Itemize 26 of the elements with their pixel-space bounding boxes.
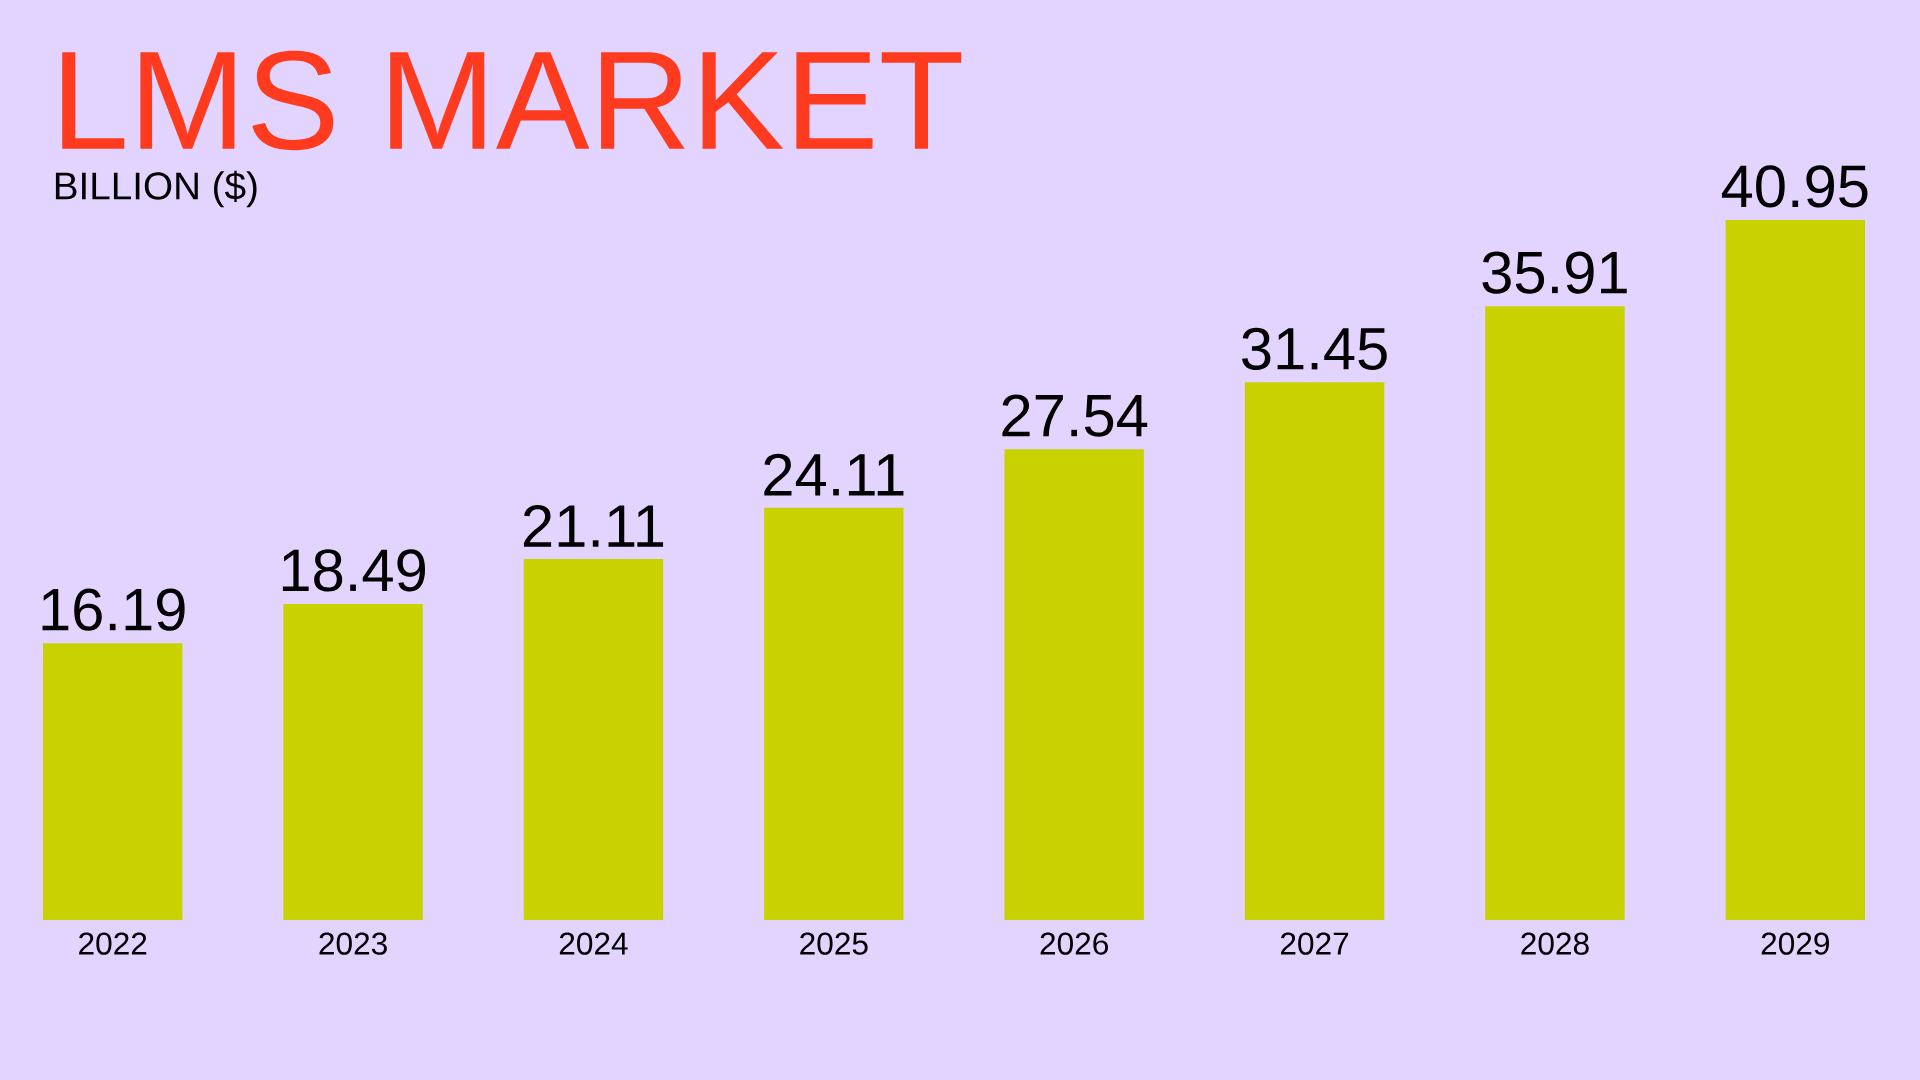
x-tick-label: 2029 <box>1761 932 1829 955</box>
chart-title: LMS MARKET <box>62 50 962 151</box>
bar <box>1004 449 1144 920</box>
data-label: 27.54 <box>1002 394 1148 437</box>
x-tick-label: 2022 <box>79 932 147 955</box>
data-label: 18.49 <box>282 549 426 592</box>
chart-subtitle: BILLION ($) <box>55 170 257 208</box>
bar <box>1725 219 1865 920</box>
data-label: 40.95 <box>1721 165 1868 208</box>
data-label: 31.45 <box>1242 327 1387 370</box>
data-label: 21.11 <box>523 504 664 547</box>
x-tick-label: 2027 <box>1280 932 1349 955</box>
bar <box>1485 306 1625 920</box>
bar <box>283 603 423 920</box>
x-tick-label: 2026 <box>1040 932 1108 955</box>
data-label: 24.11 <box>764 453 904 496</box>
x-tick-label: 2024 <box>559 932 628 955</box>
x-tick-label: 2028 <box>1521 932 1589 955</box>
x-tick-label: 2025 <box>800 932 868 955</box>
bar <box>523 559 664 920</box>
bar <box>764 507 904 920</box>
bar <box>1244 382 1385 920</box>
bar <box>43 643 183 920</box>
x-tick-label: 2023 <box>319 932 387 955</box>
data-label: 16.19 <box>42 588 185 631</box>
data-label: 35.91 <box>1482 251 1627 294</box>
